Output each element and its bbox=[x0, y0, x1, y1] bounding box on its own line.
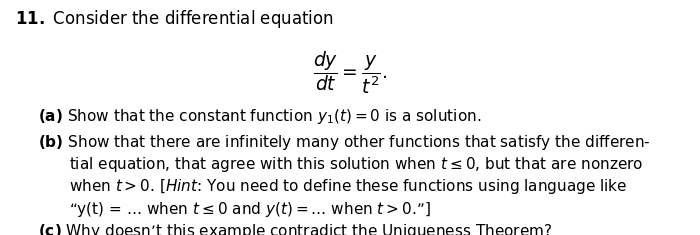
Text: tial equation, that agree with this solution when $t \leq 0$, but that are nonze: tial equation, that agree with this solu… bbox=[69, 155, 643, 174]
Text: $\mathbf{(c)}$ Why doesn’t this example contradict the Uniqueness Theorem?: $\mathbf{(c)}$ Why doesn’t this example … bbox=[38, 222, 553, 235]
Text: when $t > 0$. [$\mathit{Hint}$: You need to define these functions using languag: when $t > 0$. [$\mathit{Hint}$: You need… bbox=[69, 177, 627, 196]
Text: $\mathbf{(a)}$ Show that the constant function $y_1(t) = 0$ is a solution.: $\mathbf{(a)}$ Show that the constant fu… bbox=[38, 107, 482, 126]
Text: $\dfrac{dy}{dt} = \dfrac{y}{t^2}.$: $\dfrac{dy}{dt} = \dfrac{y}{t^2}.$ bbox=[313, 49, 387, 96]
Text: $\mathbf{11.}$ Consider the differential equation: $\mathbf{11.}$ Consider the differential… bbox=[15, 8, 335, 30]
Text: “y(t) = … when $t \leq 0$ and $y(t) = \ldots$ when $t > 0$.”]: “y(t) = … when $t \leq 0$ and $y(t) = \l… bbox=[69, 200, 431, 219]
Text: $\mathbf{(b)}$ Show that there are infinitely many other functions that satisfy : $\mathbf{(b)}$ Show that there are infin… bbox=[38, 133, 651, 152]
